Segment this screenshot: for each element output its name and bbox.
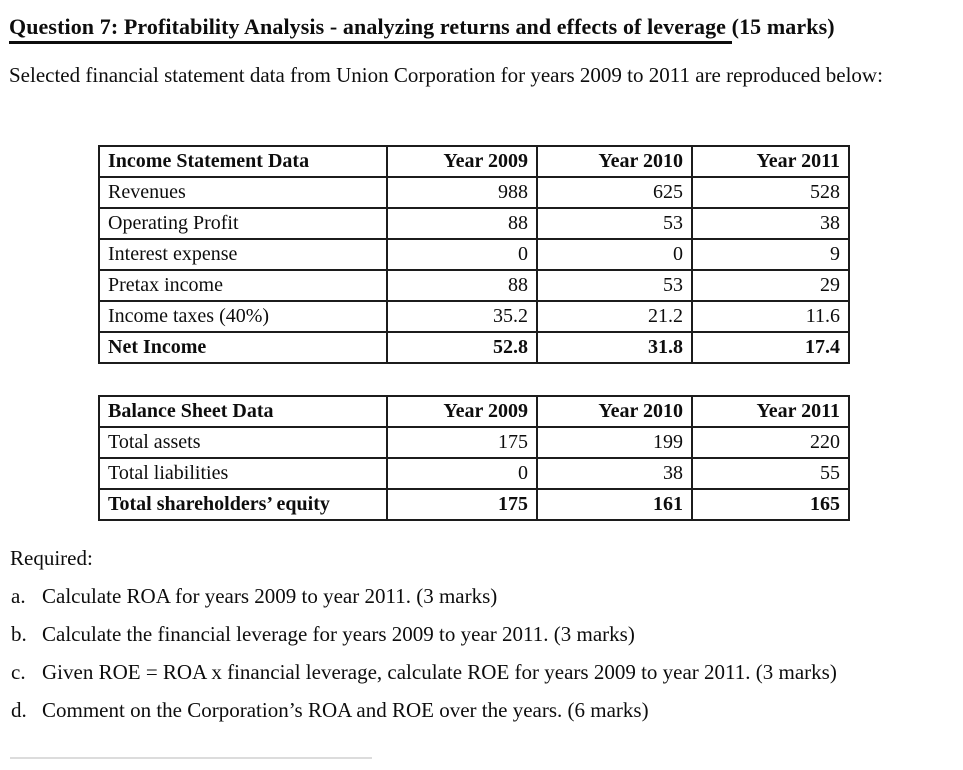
income-statement-header-row: Income Statement Data Year 2009 Year 201…	[98, 144, 850, 178]
question-title-underlined: Question 7: Profitability Analysis - ana…	[9, 14, 732, 44]
value-cell: 38	[536, 456, 693, 490]
list-item-b: b. Calculate the financial leverage for …	[9, 622, 955, 647]
value-cell: 35.2	[386, 299, 538, 333]
table-row-total-assets: Total assets 175 199 220	[98, 425, 850, 459]
table-row-interest-expense: Interest expense 0 0 9	[98, 237, 850, 271]
list-item-text: Calculate the financial leverage for yea…	[42, 621, 635, 646]
scan-artifact-line	[10, 757, 372, 759]
table-row-shareholders-equity: Total shareholders’ equity 175 161 165	[98, 487, 850, 521]
value-cell: 29	[691, 268, 850, 302]
value-cell: 161	[536, 487, 693, 521]
list-item-a: a. Calculate ROA for years 2009 to year …	[9, 584, 955, 609]
list-marker: c.	[11, 660, 26, 685]
value-cell: 9	[691, 237, 850, 271]
question-title: Question 7: Profitability Analysis - ana…	[9, 14, 955, 44]
year-2009-header: Year 2009	[386, 144, 538, 178]
value-cell: 38	[691, 206, 850, 240]
value-cell: 988	[386, 175, 538, 209]
value-cell: 88	[386, 268, 538, 302]
table-row-income-taxes: Income taxes (40%) 35.2 21.2 11.6	[98, 299, 850, 333]
income-statement-header-label: Income Statement Data	[98, 144, 388, 178]
list-marker: d.	[11, 698, 27, 723]
row-label: Total shareholders’ equity	[98, 487, 388, 521]
value-cell: 0	[536, 237, 693, 271]
income-statement-table: Income Statement Data Year 2009 Year 201…	[98, 144, 850, 364]
row-label: Total liabilities	[98, 456, 388, 490]
list-item-text: Given ROE = ROA x financial leverage, ca…	[42, 660, 837, 685]
balance-sheet-header-row: Balance Sheet Data Year 2009 Year 2010 Y…	[98, 394, 850, 428]
row-label: Income taxes (40%)	[98, 299, 388, 333]
required-heading: Required:	[10, 545, 93, 570]
value-cell: 17.4	[691, 330, 850, 364]
table-row-net-income: Net Income 52.8 31.8 17.4	[98, 330, 850, 364]
year-2011-header: Year 2011	[691, 394, 850, 428]
table-row-pretax-income: Pretax income 88 53 29	[98, 268, 850, 302]
intro-paragraph: Selected financial statement data from U…	[9, 63, 883, 87]
value-cell: 175	[386, 425, 538, 459]
question-title-marks: (15 marks)	[731, 14, 835, 39]
value-cell: 11.6	[691, 299, 850, 333]
balance-sheet-table: Balance Sheet Data Year 2009 Year 2010 Y…	[98, 394, 850, 521]
table-row-total-liabilities: Total liabilities 0 38 55	[98, 456, 850, 490]
year-2010-header: Year 2010	[536, 144, 693, 178]
year-2010-header: Year 2010	[536, 394, 693, 428]
value-cell: 53	[536, 206, 693, 240]
value-cell: 220	[691, 425, 850, 459]
list-marker: a.	[11, 583, 26, 608]
table-row-operating-profit: Operating Profit 88 53 38	[98, 206, 850, 240]
row-label: Net Income	[98, 330, 388, 364]
list-item-d: d. Comment on the Corporation’s ROA and …	[9, 698, 955, 723]
table-row-revenues: Revenues 988 625 528	[98, 175, 850, 209]
value-cell: 53	[536, 268, 693, 302]
value-cell: 528	[691, 175, 850, 209]
value-cell: 625	[536, 175, 693, 209]
row-label: Revenues	[98, 175, 388, 209]
required-list: a. Calculate ROA for years 2009 to year …	[9, 584, 955, 724]
value-cell: 199	[536, 425, 693, 459]
document-page: Question 7: Profitability Analysis - ana…	[9, 14, 955, 759]
value-cell: 165	[691, 487, 850, 521]
row-label: Total assets	[98, 425, 388, 459]
value-cell: 31.8	[536, 330, 693, 364]
value-cell: 175	[386, 487, 538, 521]
list-item-c: c. Given ROE = ROA x financial leverage,…	[9, 660, 955, 685]
row-label: Interest expense	[98, 237, 388, 271]
list-item-text: Comment on the Corporation’s ROA and ROE…	[42, 698, 649, 723]
row-label: Pretax income	[98, 268, 388, 302]
list-marker: b.	[11, 621, 27, 646]
value-cell: 21.2	[536, 299, 693, 333]
value-cell: 52.8	[386, 330, 538, 364]
value-cell: 55	[691, 456, 850, 490]
balance-sheet-header-label: Balance Sheet Data	[98, 394, 388, 428]
value-cell: 0	[386, 456, 538, 490]
list-item-text: Calculate ROA for years 2009 to year 201…	[42, 583, 498, 608]
year-2011-header: Year 2011	[691, 144, 850, 178]
value-cell: 0	[386, 237, 538, 271]
row-label: Operating Profit	[98, 206, 388, 240]
value-cell: 88	[386, 206, 538, 240]
year-2009-header: Year 2009	[386, 394, 538, 428]
